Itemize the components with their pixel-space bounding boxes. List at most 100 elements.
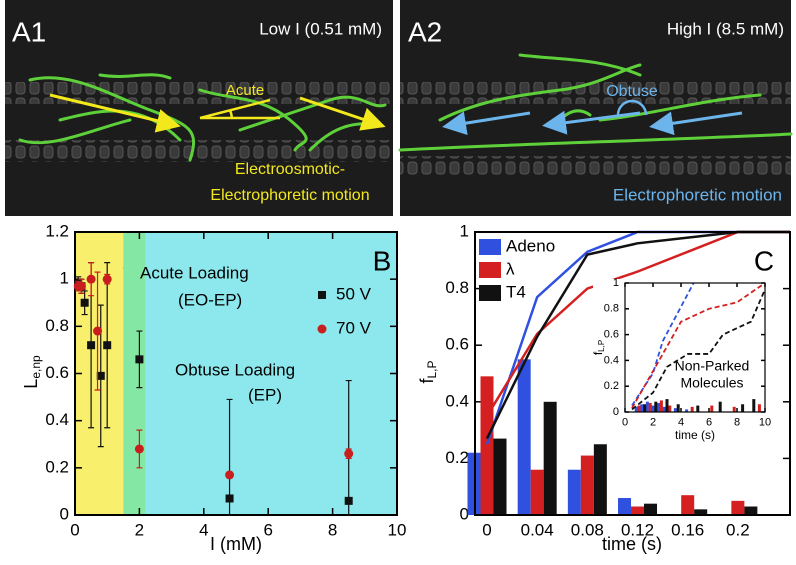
bar	[644, 503, 658, 515]
x-axis-label: I (mM)	[210, 534, 262, 554]
x-tick-label: 0.12	[621, 520, 654, 539]
angle-marker	[199, 98, 280, 120]
point	[87, 341, 96, 350]
point	[86, 274, 96, 284]
legend-label: 70 V	[336, 318, 372, 337]
condition: Low I (0.51 mM)	[259, 19, 382, 38]
point	[344, 449, 354, 459]
y-tick-label: 0.8	[604, 303, 619, 315]
inset-bar	[651, 405, 655, 412]
panel-label: C	[754, 245, 774, 276]
motion-label: Electroosmotic-	[235, 161, 345, 178]
inset-bar	[752, 399, 756, 412]
annotation: Molecules	[680, 375, 743, 391]
x-tick-label: 6	[263, 521, 272, 540]
x-tick-label: 10	[388, 521, 407, 540]
x-tick-label: 8	[734, 416, 740, 428]
y-tick-label: 1	[613, 277, 619, 289]
x-axis-label: time (s)	[602, 534, 662, 554]
point	[76, 281, 86, 291]
x-tick-label: 0	[70, 521, 79, 540]
point	[103, 341, 112, 350]
y-axis-label: Le,np	[21, 355, 43, 389]
region	[123, 232, 146, 515]
bar	[493, 438, 507, 515]
y-tick-label: 0.2	[445, 448, 469, 467]
y-tick-label: 0.2	[604, 380, 619, 392]
inset-bar	[648, 402, 652, 412]
y-axis-label: fL,P	[591, 340, 606, 355]
point	[344, 496, 353, 505]
point	[134, 444, 144, 454]
legend-label: λ	[506, 259, 515, 278]
channel-posts	[400, 156, 791, 176]
annotation: Obtuse Loading	[175, 360, 295, 379]
arrow	[49, 93, 181, 133]
x-tick-label: 0	[622, 416, 628, 428]
point	[93, 326, 103, 336]
legend-marker	[318, 291, 326, 299]
panel-label: A1	[12, 16, 46, 47]
legend-swatch	[479, 239, 501, 255]
bar	[543, 401, 557, 515]
bar	[618, 498, 632, 515]
angle-label: Acute	[226, 82, 264, 99]
y-tick-label: 1.2	[45, 221, 69, 240]
inset-bar	[757, 404, 761, 412]
channel-posts	[5, 140, 393, 162]
inset-bar	[741, 404, 745, 412]
inset-bar	[634, 406, 638, 412]
x-tick-label: 4	[678, 416, 684, 428]
inset-bg	[593, 279, 769, 444]
bar	[517, 359, 531, 515]
angle-marker	[616, 99, 648, 116]
point	[102, 274, 112, 284]
y-tick-label: 0	[613, 406, 619, 418]
inset-bar	[685, 409, 689, 412]
plot-frame	[474, 231, 791, 516]
inset-bar	[690, 406, 694, 412]
bar	[744, 506, 758, 515]
y-tick-label: 1	[60, 269, 69, 288]
motion-label: Electrophoretic motion	[613, 185, 782, 204]
channel-posts	[5, 82, 393, 104]
inset-bar	[673, 408, 677, 412]
plot-frame	[74, 231, 398, 516]
condition: High I (8.5 mM)	[667, 19, 784, 38]
y-axis-label-main: f	[591, 351, 605, 355]
channel-posts	[400, 82, 791, 104]
plot-frame	[624, 282, 766, 413]
point	[135, 355, 144, 364]
inset-bar	[668, 405, 672, 412]
legend-marker	[317, 324, 327, 334]
legend-swatch	[479, 285, 501, 301]
point	[225, 494, 234, 503]
x-tick-label: 6	[706, 416, 712, 428]
bar	[580, 455, 594, 515]
x-tick-label: 10	[759, 416, 771, 428]
x-tick-label: 2	[650, 416, 656, 428]
panel-a1: A1 Low I (0.51 mM) Acute Electroosmotic-…	[5, 0, 393, 216]
y-tick-label: 0.6	[604, 329, 619, 341]
inset-bar	[732, 406, 736, 412]
point	[225, 470, 235, 480]
y-tick-label: 0.6	[445, 335, 469, 354]
inset-line	[631, 289, 766, 411]
inset-bar	[676, 404, 680, 412]
arrow	[649, 111, 743, 136]
legend-label: 50 V	[336, 284, 372, 303]
x-tick-label: 0.16	[671, 520, 704, 539]
annotation: Acute Loading	[140, 263, 249, 282]
y-tick-label: 0.4	[45, 410, 69, 429]
y-tick-label: 0.4	[445, 391, 469, 410]
bar	[480, 376, 494, 515]
x-tick-label: 2	[135, 521, 144, 540]
bar	[731, 500, 745, 515]
inset-bar	[662, 406, 666, 412]
dna-molecules	[398, 53, 793, 152]
inset-bar	[637, 405, 641, 412]
inset-bar	[659, 400, 663, 412]
x-tick-label: 4	[199, 521, 208, 540]
bar	[593, 444, 607, 515]
x-axis-label: time (s)	[675, 428, 715, 442]
